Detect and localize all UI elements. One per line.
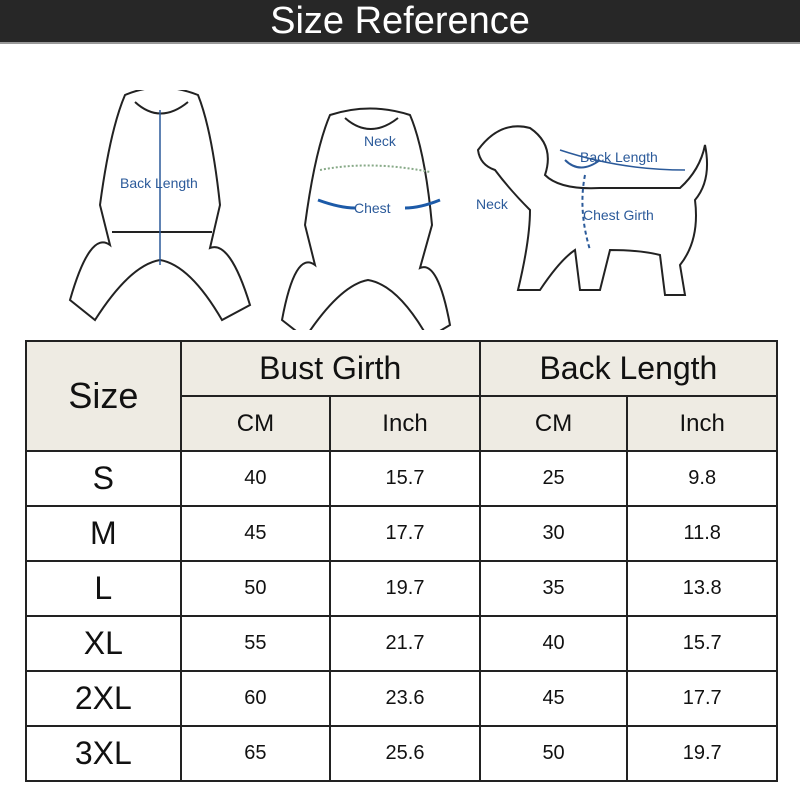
value-cell: 40 [478, 615, 629, 672]
dog-chest-girth-label: Chest Girth [583, 207, 654, 223]
size-cell: S [25, 450, 182, 507]
value-cell: 19.7 [626, 725, 778, 782]
chest-label: Chest [354, 200, 391, 216]
table-row: L 50 19.7 35 13.8 [25, 560, 778, 617]
value-cell: 17.7 [329, 505, 481, 562]
unit-header: Inch [626, 395, 778, 452]
value-cell: 60 [179, 670, 332, 727]
value-cell: 19.7 [329, 560, 481, 617]
dog-back-length-label: Back Length [580, 149, 658, 165]
table-row: XL 55 21.7 40 15.7 [25, 615, 778, 672]
value-cell: 15.7 [329, 450, 481, 507]
measurement-illustrations: Back Length Neck Chest Back Length Neck … [68, 90, 708, 330]
value-cell: 55 [179, 615, 332, 672]
bust-girth-header: Bust Girth [179, 340, 481, 397]
value-cell: 11.8 [626, 505, 778, 562]
value-cell: 35 [478, 560, 629, 617]
size-cell: M [25, 505, 182, 562]
value-cell: 13.8 [626, 560, 778, 617]
value-cell: 21.7 [329, 615, 481, 672]
unit-header: CM [478, 395, 629, 452]
dog-illustration [476, 125, 708, 296]
size-header: Size [25, 340, 182, 452]
value-cell: 40 [179, 450, 332, 507]
size-cell: 2XL [25, 670, 182, 727]
value-cell: 25.6 [329, 725, 481, 782]
value-cell: 50 [179, 560, 332, 617]
page-title: Size Reference [270, 0, 530, 42]
value-cell: 65 [179, 725, 332, 782]
size-cell: XL [25, 615, 182, 672]
table-row: 2XL 60 23.6 45 17.7 [25, 670, 778, 727]
neck-label: Neck [364, 133, 397, 149]
value-cell: 30 [478, 505, 629, 562]
value-cell: 9.8 [626, 450, 778, 507]
size-cell: 3XL [25, 725, 182, 782]
value-cell: 45 [478, 670, 629, 727]
title-banner: Size Reference [0, 0, 800, 44]
value-cell: 23.6 [329, 670, 481, 727]
garment-front-illustration [280, 107, 452, 330]
value-cell: 50 [478, 725, 629, 782]
unit-header: Inch [329, 395, 481, 452]
garment-back-illustration [68, 90, 252, 322]
table-row: 3XL 65 25.6 50 19.7 [25, 725, 778, 782]
back-length-header: Back Length [478, 340, 779, 397]
unit-header: CM [179, 395, 332, 452]
size-cell: L [25, 560, 182, 617]
value-cell: 17.7 [626, 670, 778, 727]
value-cell: 45 [179, 505, 332, 562]
value-cell: 15.7 [626, 615, 778, 672]
dog-neck-label: Neck [476, 196, 509, 212]
size-table: Size Bust Girth Back Length CM Inch CM I… [25, 340, 779, 782]
table-row: S 40 15.7 25 9.8 [25, 450, 778, 507]
value-cell: 25 [478, 450, 629, 507]
table-row: M 45 17.7 30 11.8 [25, 505, 778, 562]
back-length-label: Back Length [120, 175, 198, 191]
